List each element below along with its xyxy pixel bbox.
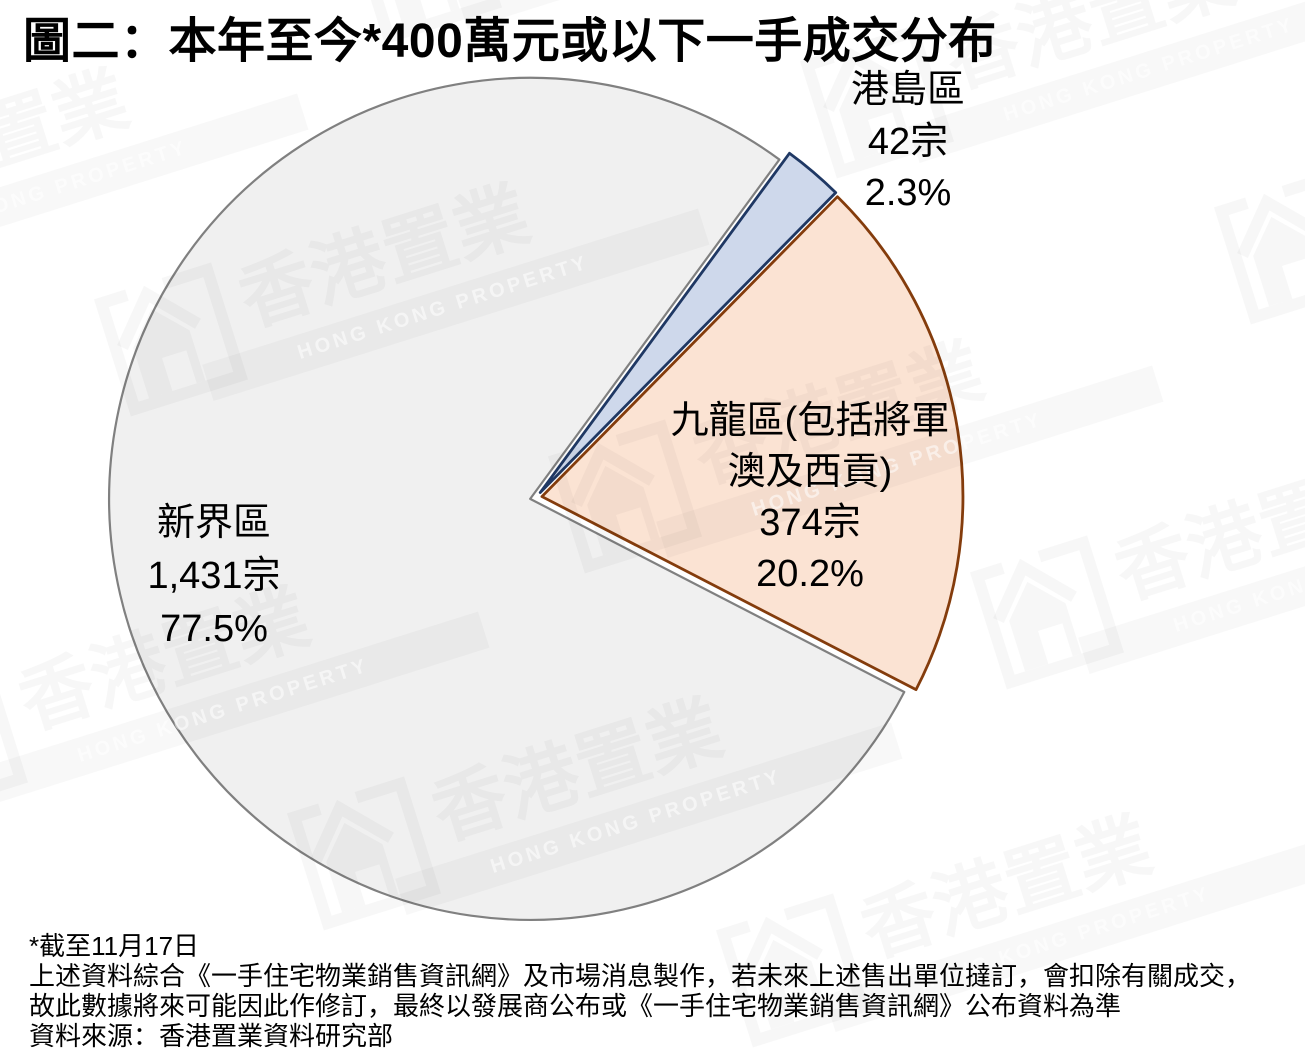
svg-text:資料來源：香港置業資料研究部: 資料來源：香港置業資料研究部 <box>29 1021 393 1051</box>
svg-text:1,431宗: 1,431宗 <box>147 555 280 597</box>
svg-text:圖二：本年至今*400萬元或以下一手成交分布: 圖二：本年至今*400萬元或以下一手成交分布 <box>23 15 997 68</box>
svg-text:新界區: 新界區 <box>157 502 271 544</box>
svg-text:2.3%: 2.3% <box>865 172 952 214</box>
svg-text:20.2%: 20.2% <box>756 553 864 595</box>
svg-text:九龍區(包括將軍: 九龍區(包括將軍 <box>671 400 950 442</box>
svg-text:42宗: 42宗 <box>868 121 948 163</box>
svg-text:澳及西貢): 澳及西貢) <box>728 451 893 493</box>
svg-text:374宗: 374宗 <box>759 502 860 544</box>
svg-text:港島區: 港島區 <box>851 69 965 111</box>
svg-text:故此數據將來可能因此作修訂，最終以發展商公布或《一手住宅物業: 故此數據將來可能因此作修訂，最終以發展商公布或《一手住宅物業銷售資訊網》公布資料… <box>29 991 1121 1021</box>
svg-text:*截至11月17日: *截至11月17日 <box>29 931 199 961</box>
svg-text:上述資料綜合《一手住宅物業銷售資訊網》及市場消息製作，若未來: 上述資料綜合《一手住宅物業銷售資訊網》及市場消息製作，若未來上述售出單位撻訂，會… <box>29 961 1251 991</box>
svg-text:77.5%: 77.5% <box>160 608 268 650</box>
